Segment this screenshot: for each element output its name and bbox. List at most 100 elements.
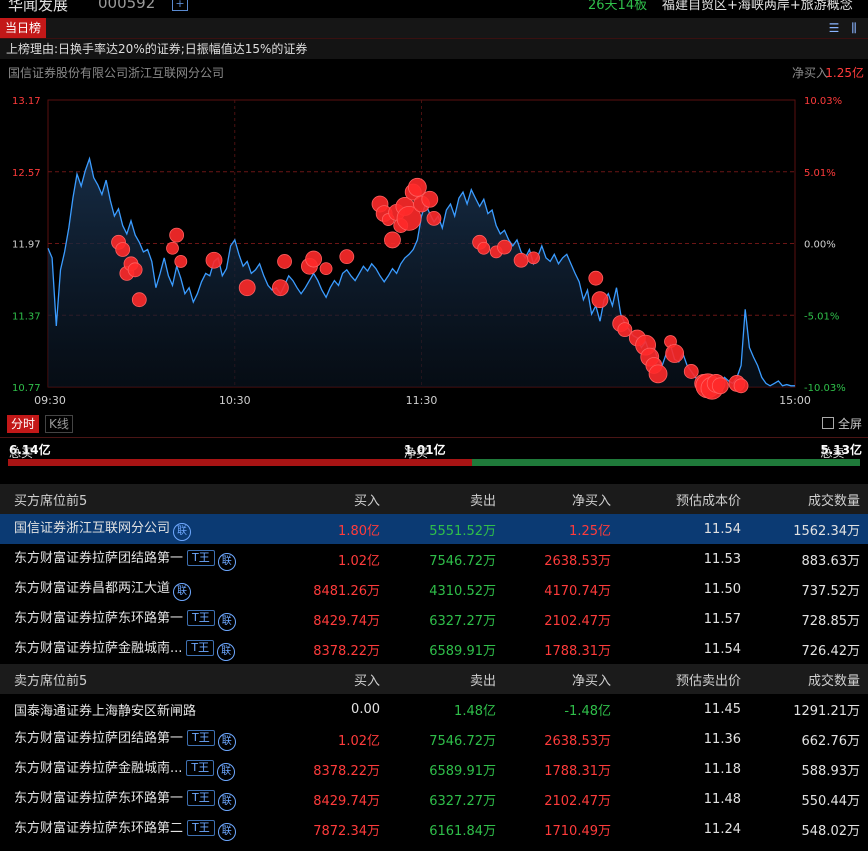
seat-name-cell[interactable]: 东方财富证券拉萨东环路第一 T王联 [0,784,264,814]
table-row[interactable]: 东方财富证券拉萨东环路第一 T王联 8429.74万 6327.27万 2102.47万… [0,784,868,814]
trade-bubble [174,255,188,268]
buy_table-header-cell[interactable]: 买入 [264,484,388,514]
y-price-tick: 10.77 [12,383,41,394]
trade-bubble [477,241,491,255]
sell-amount-cell: 6327.27万 [429,613,496,629]
sell_table-header-cell[interactable]: 卖出 [388,664,504,694]
net-buy-cell: 2102.47万 [544,793,611,809]
net-buy-cell: 2638.53万 [544,733,611,749]
seat-name: 东方财富证券拉萨东环路第一 [14,611,184,626]
linked-seat-icon[interactable]: 联 [217,793,236,811]
sell_table-header-cell[interactable]: 预估卖出价 [619,664,749,694]
y-pct-tick: 5.01% [804,168,836,179]
y-pct-tick: 10.03% [804,96,842,107]
y-price-tick: 12.57 [12,168,41,179]
table-row[interactable]: 东方财富证券拉萨金融城南... T王联 8378.22万 6589.91万 1788.3… [0,634,868,664]
concept-tags[interactable]: 福建自贸区+海峡两岸+旅游概念 [662,0,853,13]
seat-name: 东方财富证券拉萨团结路第一 [14,731,184,746]
sell-amount-cell: 6589.91万 [429,763,496,779]
selected-seat-line: 国信证券股份有限公司浙江互联网分公司 净买入 1.25亿 [0,60,868,84]
price-cell: 11.53 [703,551,741,567]
buy-amount-cell: 1.80亿 [264,514,388,544]
sell-amount-cell: 7546.72万 [429,553,496,569]
total-sell: 总卖 5.13亿 [820,443,862,460]
net-buy-label: 净买入 [791,66,828,80]
listing-reason: 上榜理由:日换手率达20%的证券;日振幅值达15%的证券 [0,39,868,59]
buy_table-header-cell[interactable]: 卖出 [388,484,504,514]
x-time-tick: 09:30 [34,394,66,407]
total-net: 净买 1.01亿 [404,443,446,460]
price-cell: 11.36 [703,731,741,747]
seat-name-cell[interactable]: 东方财富证券拉萨团结路第一 T王联 [0,544,264,574]
buy_table-header-cell[interactable]: 预估成本价 [619,484,749,514]
trader-tag[interactable]: T王 [187,790,215,806]
trader-tag[interactable]: T王 [187,550,215,566]
volume-cell: 737.52万 [801,583,861,599]
linked-seat-icon[interactable]: 联 [217,823,236,841]
buy-amount-cell: 8429.74万 [313,793,380,809]
trader-tag[interactable]: T王 [186,640,215,656]
linked-seat-icon[interactable]: 联 [217,553,236,571]
trade-bubble [277,254,292,269]
price-area [48,158,795,387]
trade-bubble [271,279,289,297]
volume-cell: 726.42万 [801,643,861,659]
linked-seat-icon[interactable]: 联 [217,763,236,781]
buy-amount-cell: 8429.74万 [313,613,380,629]
seat-name-cell[interactable]: 东方财富证券拉萨团结路第一 T王联 [0,724,264,754]
table-row[interactable]: 东方财富证券拉萨金融城南... T王联 8378.22万 6589.91万 1788.3… [0,754,868,784]
tab-today-list[interactable]: 当日榜 [0,18,47,38]
seat-name: 东方财富证券拉萨东环路第一 [14,791,184,806]
net-buy-value: 1.25亿 [825,66,864,80]
trade-bubble [513,252,529,268]
table-row[interactable]: 东方财富证券拉萨团结路第一 T王联 1.02亿 7546.72万 2638.53万 11.… [0,724,868,754]
add-watchlist-icon[interactable]: + [172,0,188,11]
net-buy-cell: 1710.49万 [544,823,611,839]
linked-seat-icon[interactable]: 联 [217,643,236,661]
sell_table-header-cell[interactable]: 买入 [264,664,388,694]
list-view-icon[interactable]: ☰ [828,21,840,35]
linked-seat-icon[interactable]: 联 [173,583,192,601]
table-row[interactable]: 国泰海通证券上海静安区新闸路 0.00 1.48亿 -1.48亿 11.45 1291.2… [0,694,868,724]
price-cell: 11.50 [703,581,741,597]
fullscreen-button[interactable]: 全屏 [821,415,862,433]
linked-seat-icon[interactable]: 联 [217,613,236,631]
net-buy-cell: -1.48亿 [564,703,611,719]
trade-bubble [238,279,256,297]
sell_table-header-cell[interactable]: 净买入 [504,664,619,694]
buy-ratio-fill [8,459,473,466]
linked-seat-icon[interactable]: 联 [173,523,192,541]
trade-bubble [169,227,185,243]
trader-tag[interactable]: T王 [187,730,215,746]
volume-cell: 588.93万 [801,763,861,779]
table-row[interactable]: 东方财富证券拉萨团结路第一 T王联 1.02亿 7546.72万 2638.53万 11.… [0,544,868,574]
sell-amount-cell: 7546.72万 [429,733,496,749]
buy_table-header-cell[interactable]: 净买入 [504,484,619,514]
selected-seat-name: 国信证券股份有限公司浙江互联网分公司 [8,66,225,80]
seat-name-cell[interactable]: 东方财富证券拉萨东环路第一 T王联 [0,604,264,634]
linked-seat-icon[interactable]: 联 [217,733,236,751]
seat-name-cell[interactable]: 东方财富证券拉萨金融城南... T王联 [0,634,264,664]
stock-header: 华闻发展 000592 + 26天14板 福建自贸区+海峡两岸+旅游概念 [0,0,868,18]
trader-tag[interactable]: T王 [187,610,215,626]
table-row[interactable]: 东方财富证券昌都两江大道联 8481.26万 4310.52万 4170.74万 11.… [0,574,868,604]
buy_table-header-cell[interactable]: 成交数量 [749,484,868,514]
seat-name-cell[interactable]: 东方财富证券拉萨金融城南... T王联 [0,754,264,784]
volume-cell: 1562.34万 [749,514,868,544]
kline-mode-button[interactable]: K线 [45,415,73,433]
trader-tag[interactable]: T王 [187,820,215,836]
seat-name-cell[interactable]: 国信证券浙江互联网分公司联 [0,514,264,544]
x-time-tick: 10:30 [219,394,251,407]
bar-view-icon[interactable]: ⫼ [851,21,857,35]
trader-tag[interactable]: T王 [186,760,215,776]
seat-name-cell[interactable]: 东方财富证券昌都两江大道联 [0,574,264,604]
intraday-mode-button[interactable]: 分时 [7,415,40,433]
table-row[interactable]: 东方财富证券拉萨东环路第二 T王联 7872.34万 6161.84万 1710.49万… [0,814,868,844]
trade-bubble [166,241,179,255]
table-row[interactable]: 国信证券浙江互联网分公司联 1.80亿 5551.52万 1.25亿 11.54 1562… [0,514,868,544]
table-row[interactable]: 东方财富证券拉萨东环路第一 T王联 8429.74万 6327.27万 2102.47万… [0,604,868,634]
sell_table-header-cell[interactable]: 成交数量 [749,664,868,694]
seat-name-cell[interactable]: 国泰海通证券上海静安区新闸路 [0,694,264,724]
intraday-chart[interactable]: 13.17 12.57 11.97 11.37 10.77 10.03% 5.01% 0.00… [0,84,868,414]
seat-name-cell[interactable]: 东方财富证券拉萨东环路第二 T王联 [0,814,264,844]
